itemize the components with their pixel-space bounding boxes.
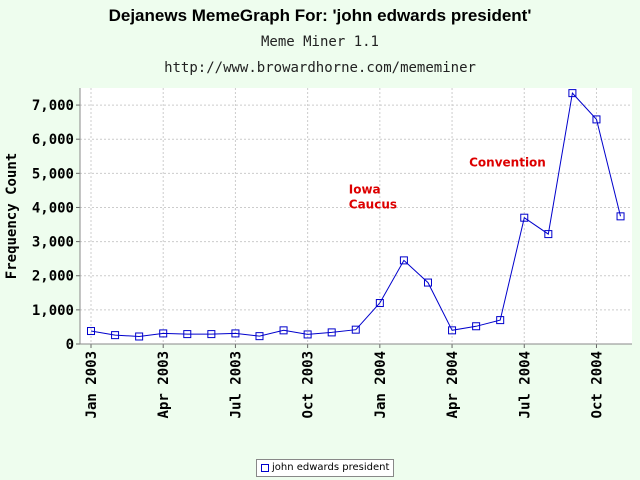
data-point	[375, 299, 384, 308]
data-point	[592, 115, 601, 124]
source-url: http://www.browardhorne.com/mememiner	[164, 60, 476, 76]
data-point	[448, 326, 457, 335]
data-point	[472, 322, 481, 331]
data-point	[87, 327, 95, 336]
data-point	[520, 213, 529, 222]
x-tick-label: Oct 2003	[301, 351, 317, 418]
data-point	[279, 326, 288, 335]
annotation-label: Iowa	[349, 182, 381, 196]
chart-title: Dejanews MemeGraph For: 'john edwards pr…	[108, 6, 532, 25]
y-axis-label: Frequency Count	[4, 153, 20, 279]
y-tick-label: 1,000	[32, 303, 74, 319]
data-point	[135, 332, 144, 341]
legend: john edwards president	[256, 459, 395, 477]
data-point	[111, 331, 120, 340]
data-point	[303, 330, 312, 339]
data-point	[231, 329, 240, 338]
data-point	[616, 212, 625, 221]
x-tick-label: Jan 2003	[84, 351, 100, 418]
y-tick-label: 7,000	[32, 98, 74, 114]
x-tick-label: Oct 2004	[589, 351, 605, 418]
data-point	[255, 332, 264, 341]
chart-subtitle: Meme Miner 1.1	[260, 34, 379, 50]
y-tick-label: 5,000	[32, 166, 74, 182]
data-point	[496, 316, 505, 325]
annotation-label: Convention	[469, 155, 546, 169]
x-tick-label: Jul 2003	[228, 351, 244, 418]
y-tick-label: 3,000	[32, 235, 74, 251]
legend-marker-icon	[261, 464, 269, 472]
data-point	[183, 330, 192, 339]
y-tick-label: 4,000	[32, 200, 74, 216]
y-tick-label: 0	[66, 337, 74, 353]
x-tick-label: Apr 2003	[156, 351, 172, 418]
data-point	[327, 328, 336, 337]
series-line	[90, 92, 621, 338]
legend-label: john edwards president	[272, 462, 390, 473]
annotation-label: Caucus	[349, 197, 397, 211]
data-point	[568, 89, 577, 98]
data-point	[207, 330, 216, 339]
x-tick-label: Apr 2004	[445, 351, 461, 418]
y-tick-label: 2,000	[32, 269, 74, 285]
data-point	[351, 325, 360, 334]
data-point	[159, 329, 168, 338]
data-point	[399, 256, 408, 265]
data-point	[544, 230, 553, 239]
plot-area	[80, 88, 632, 344]
x-tick-label: Jul 2004	[517, 351, 533, 418]
x-tick-label: Jan 2004	[373, 351, 389, 418]
data-point	[423, 278, 432, 287]
y-tick-label: 6,000	[32, 132, 74, 148]
